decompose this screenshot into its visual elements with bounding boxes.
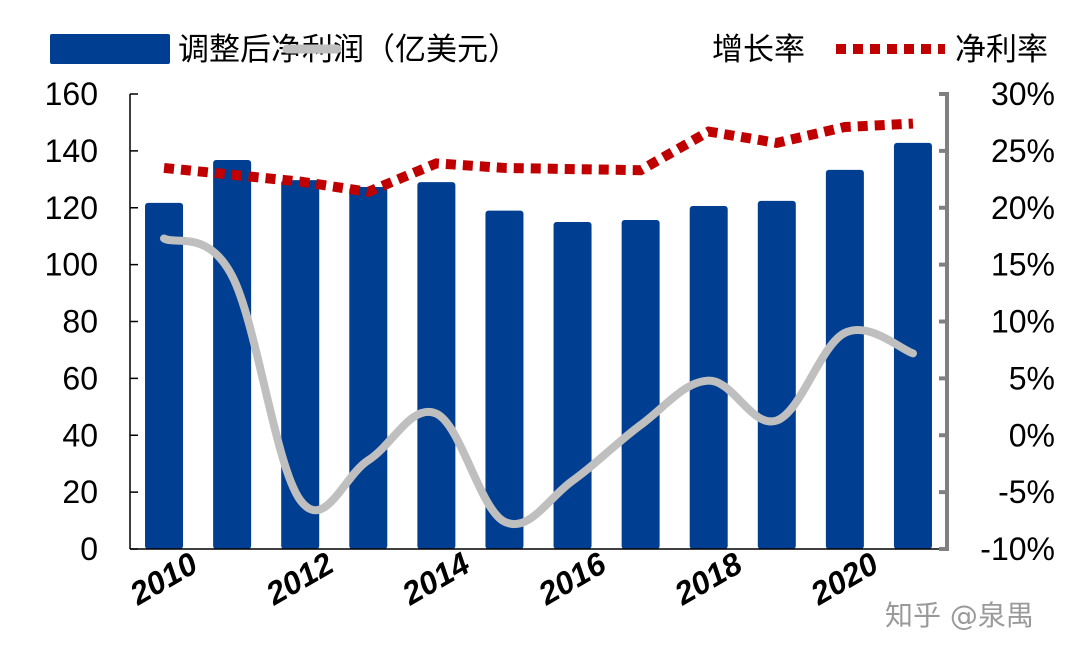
legend-label-growth: 增长率	[712, 32, 805, 68]
left-tick-label: 120	[45, 190, 98, 226]
left-tick-label: 60	[62, 360, 98, 396]
bar-2015	[485, 210, 524, 549]
left-tick-label: 100	[45, 247, 98, 283]
watermark: 知乎 @泉禺	[885, 599, 1034, 632]
growth-rate-line	[160, 234, 917, 528]
legend: 调整后净利润（亿美元） 增长率 净利率	[50, 32, 1048, 68]
right-tick-label: -5%	[998, 474, 1055, 510]
left-tick-label: 140	[45, 133, 98, 169]
x-tick-label: 2012	[259, 545, 340, 612]
x-tick-label: 2014	[395, 545, 476, 612]
bar-2017	[621, 219, 660, 549]
bar-2019	[757, 200, 796, 550]
left-tick-label: 80	[62, 304, 98, 340]
legend-label-margin: 净利率	[955, 32, 1048, 68]
bar-2012	[281, 180, 320, 549]
bar-2011	[213, 159, 252, 549]
bar-2014	[417, 182, 456, 549]
legend-label-bar: 调整后净利润（亿美元）	[178, 32, 519, 68]
right-tick-label: 30%	[991, 76, 1055, 112]
right-tick-label: 10%	[991, 304, 1055, 340]
left-tick-label: 0	[80, 531, 98, 567]
legend-swatch-bar	[50, 34, 170, 64]
x-tick-label: 2010	[123, 545, 204, 612]
right-tick-label: 25%	[991, 133, 1055, 169]
bar-2013	[349, 186, 388, 549]
x-tick-label: 2016	[531, 545, 612, 612]
right-tick-label: -10%	[980, 531, 1055, 567]
x-tick-label: 2018	[668, 545, 749, 612]
bar-2021	[893, 142, 932, 549]
x-tick-label: 2020	[804, 545, 885, 612]
right-tick-label: 5%	[1009, 360, 1055, 396]
net-margin-line	[163, 118, 914, 197]
right-tick-label: 0%	[1009, 417, 1055, 453]
right-tick-label: 15%	[991, 247, 1055, 283]
left-tick-label: 40	[62, 417, 98, 453]
bar-2010	[145, 202, 184, 549]
left-tick-label: 160	[45, 76, 98, 112]
bar-2016	[553, 221, 592, 549]
right-tick-label: 20%	[991, 190, 1055, 226]
bar-2020	[825, 169, 864, 549]
left-tick-label: 20	[62, 474, 98, 510]
